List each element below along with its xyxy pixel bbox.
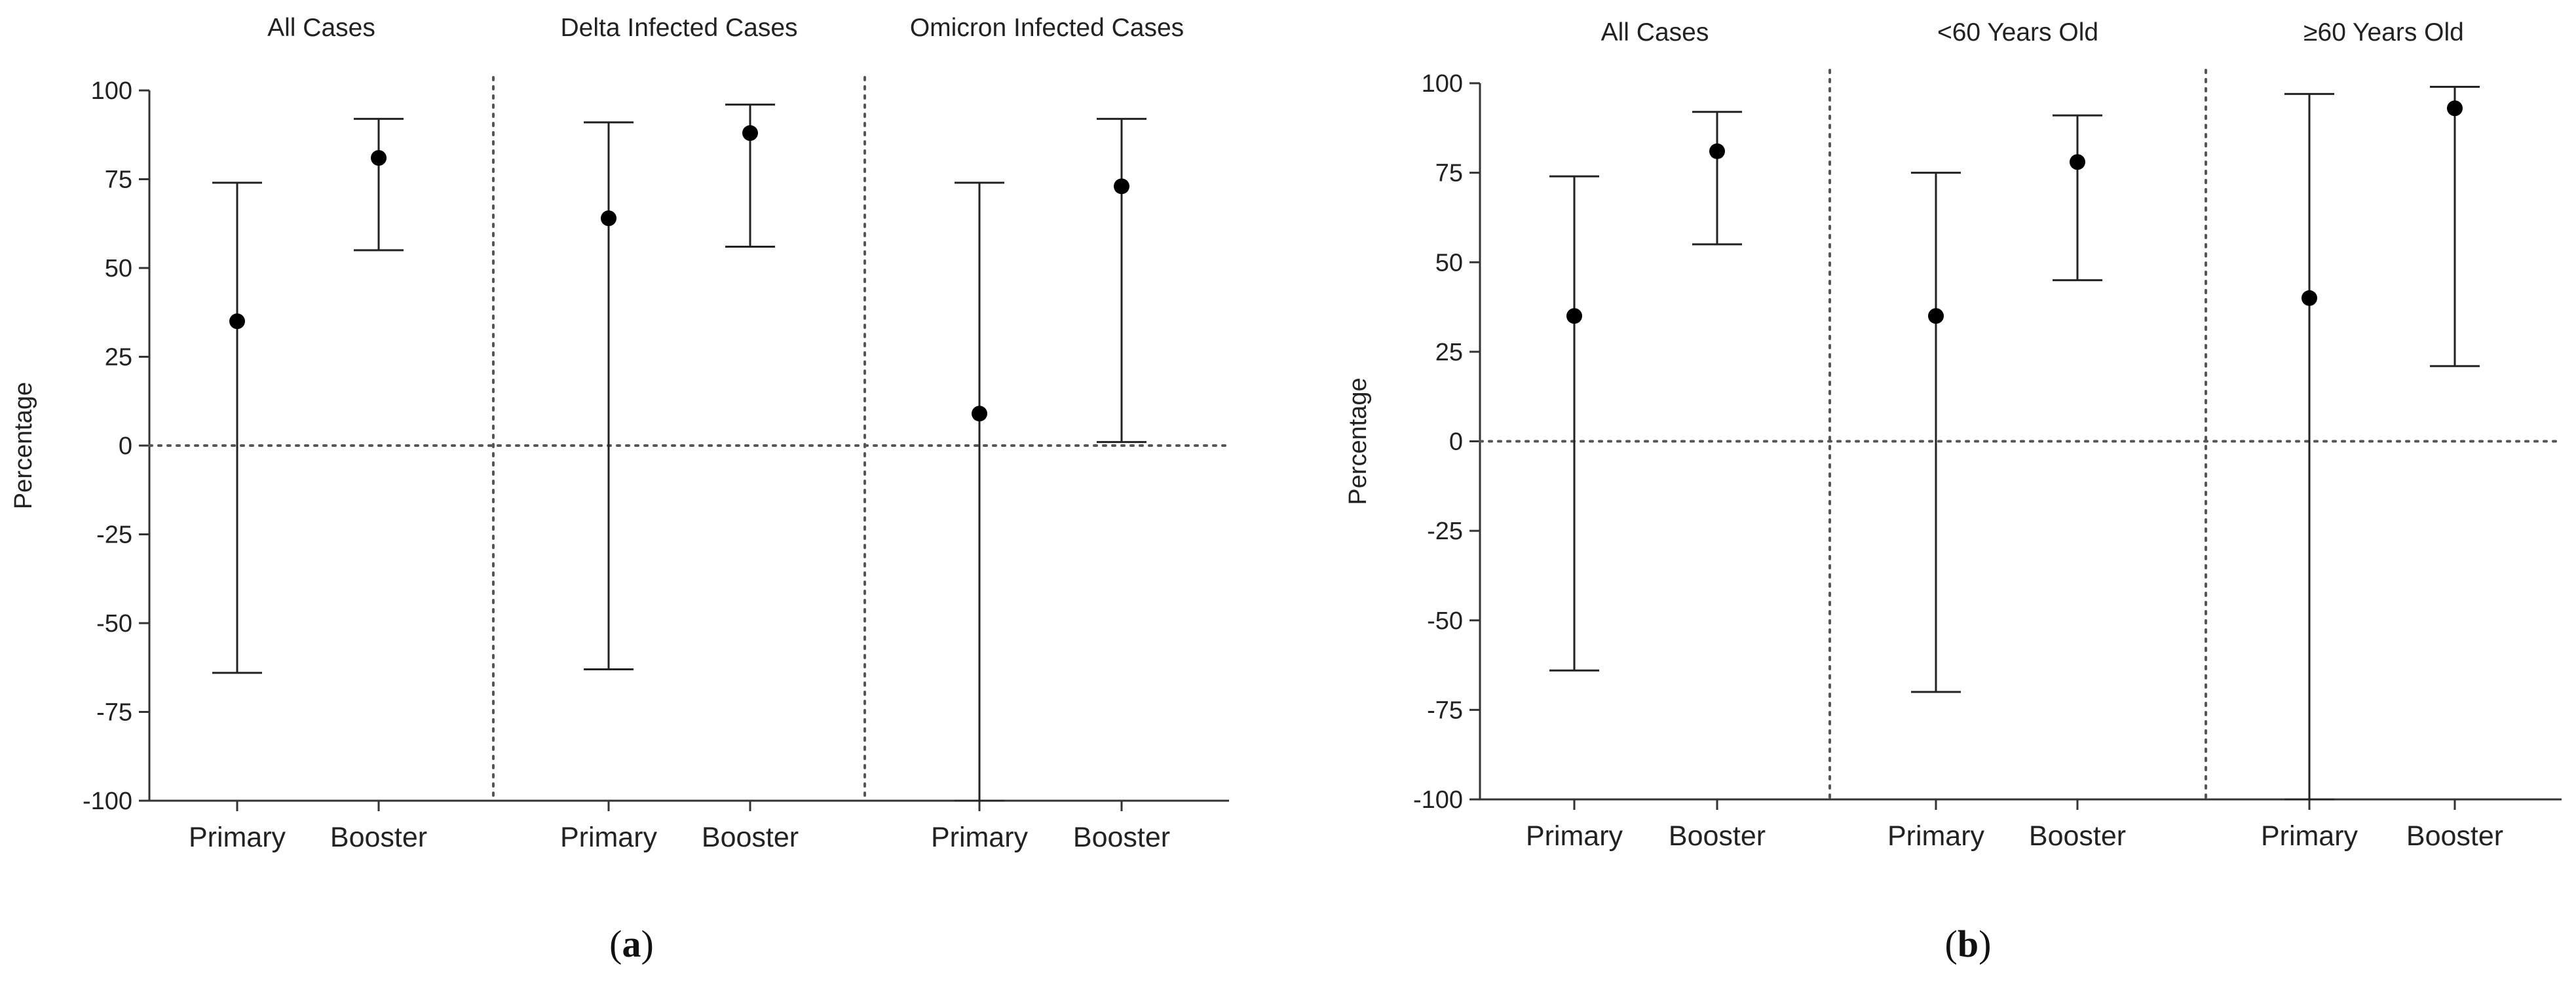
group-title: <60 Years Old <box>1937 18 2098 47</box>
group-title: Delta Infected Cases <box>560 14 797 42</box>
panel-caption-open: ( <box>609 923 622 965</box>
chart-panel-b: 100 75 50 25 0 -25 -50 -75 -100 Percentage All Cas… <box>1344 18 2563 965</box>
point-estimate-booster <box>1709 143 1725 159</box>
group-title: ≥60 Years Old <box>2303 18 2464 47</box>
category-label-booster: Booster <box>1073 822 1170 853</box>
y-tick-label: -75 <box>1427 697 1463 724</box>
point-estimate-booster <box>742 125 758 142</box>
panel-caption: (b) <box>1945 923 1992 965</box>
category-label-booster: Booster <box>2406 820 2503 852</box>
y-tick-label: 0 <box>1449 429 1463 456</box>
panel-caption-letter: b <box>1958 923 1979 965</box>
y-tick-label: -100 <box>1413 786 1463 814</box>
point-estimate-booster <box>371 149 387 166</box>
point-estimate-primary <box>1566 308 1582 324</box>
category-label-booster: Booster <box>1669 820 1766 852</box>
y-tick-label: -75 <box>96 699 132 727</box>
y-tick-label: 0 <box>119 432 132 460</box>
y-tick-label: 25 <box>1435 339 1463 366</box>
category-label-booster: Booster <box>702 822 799 853</box>
y-tick-label: -50 <box>1427 607 1463 635</box>
y-tick-label: -25 <box>1427 518 1463 545</box>
y-tick-label: 100 <box>91 77 132 105</box>
y-tick-label: -100 <box>83 788 132 815</box>
category-label-booster: Booster <box>330 822 427 853</box>
y-tick-label: 25 <box>105 344 132 372</box>
group-title: All Cases <box>267 14 375 42</box>
group-title: All Cases <box>1601 18 1709 47</box>
panel-caption-close: ) <box>1979 923 1991 965</box>
category-label-primary: Primary <box>1887 820 1985 852</box>
point-estimate-primary <box>601 210 616 227</box>
point-estimate-primary <box>2301 290 2317 306</box>
category-label-primary: Primary <box>2261 820 2358 852</box>
y-tick-label: 50 <box>1435 249 1463 277</box>
point-estimate-booster <box>2070 154 2085 170</box>
point-estimate-primary <box>972 406 987 422</box>
point-estimate-booster <box>1114 178 1129 195</box>
panel-caption-letter: a <box>622 923 641 965</box>
y-axis-label: Percentage <box>10 382 37 509</box>
category-label-primary: Primary <box>560 822 658 853</box>
category-label-primary: Primary <box>189 822 286 853</box>
group-title: Omicron Infected Cases <box>910 14 1184 42</box>
y-tick-label: 100 <box>1422 70 1463 98</box>
y-tick-label: 75 <box>1435 160 1463 187</box>
y-tick-label: 75 <box>105 166 132 194</box>
point-estimate-booster <box>2447 100 2463 117</box>
category-label-primary: Primary <box>1526 820 1623 852</box>
y-tick-label: 50 <box>105 255 132 282</box>
point-estimate-primary <box>1928 308 1944 324</box>
chart-panel-a: 100 75 50 25 0 -25 -50 -75 -100 Percentage All Cas… <box>10 14 1230 965</box>
panel-caption-close: ) <box>641 923 654 965</box>
y-axis-label: Percentage <box>1344 377 1372 505</box>
y-tick-label: -50 <box>96 610 132 638</box>
panel-caption-open: ( <box>1945 923 1958 965</box>
panel-caption: (a) <box>609 923 654 965</box>
y-tick-label: -25 <box>96 522 132 549</box>
category-label-booster: Booster <box>2029 820 2126 852</box>
point-estimate-primary <box>229 313 245 330</box>
category-label-primary: Primary <box>931 822 1029 853</box>
